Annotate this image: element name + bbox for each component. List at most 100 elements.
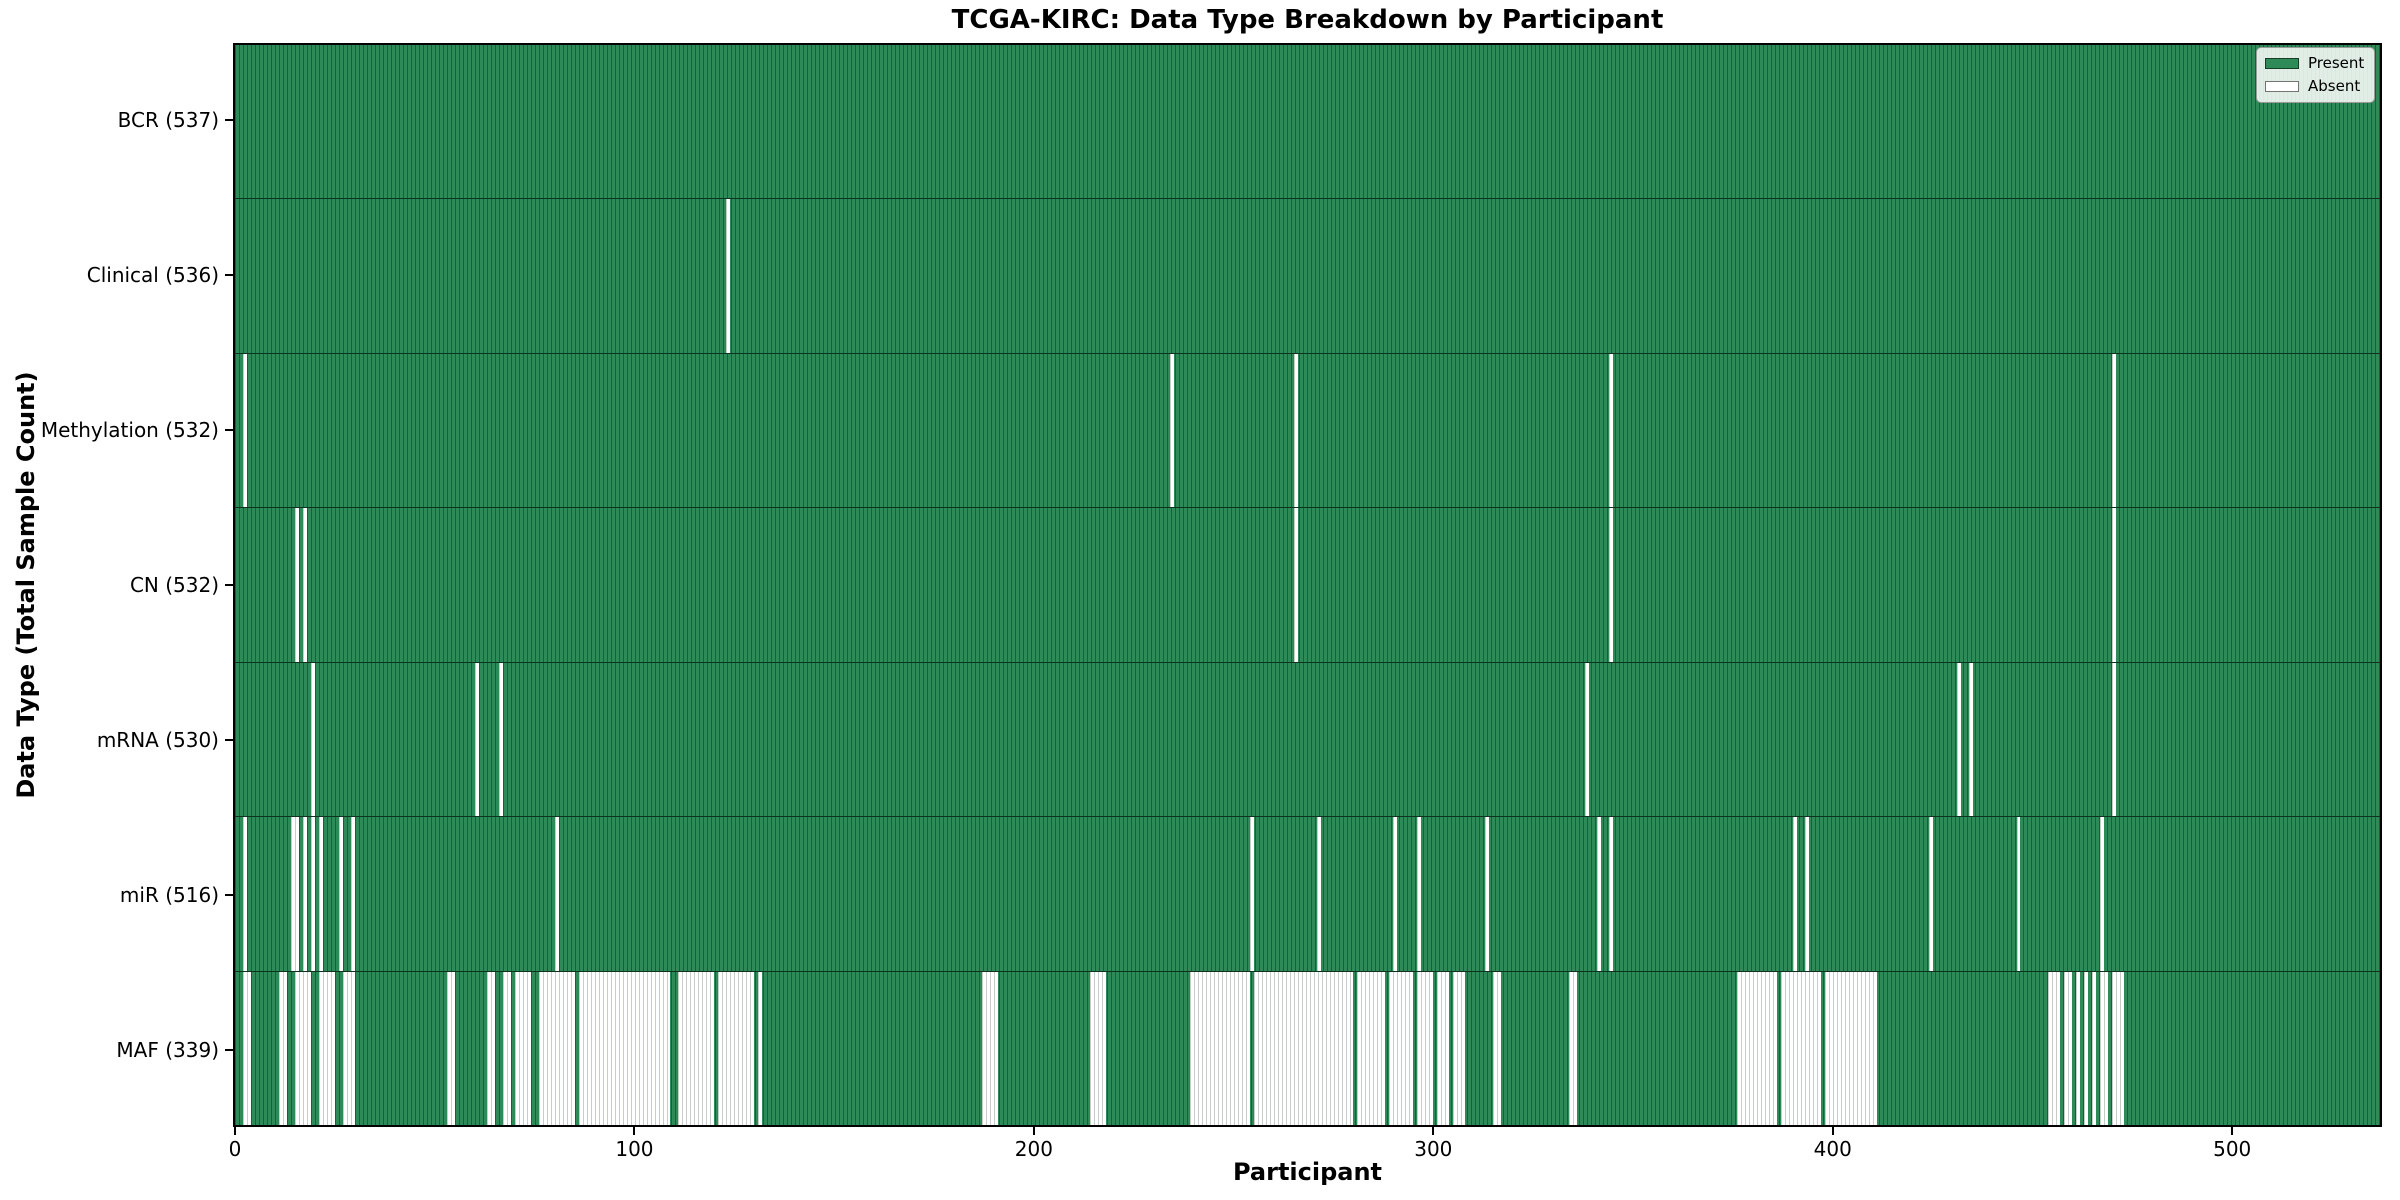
row-MAF bbox=[235, 971, 2380, 1125]
x-tick-mark bbox=[1432, 1127, 1435, 1135]
row-BCR bbox=[235, 45, 2380, 200]
absent-stripe bbox=[1968, 662, 1973, 817]
absent-stripe bbox=[486, 971, 495, 1125]
absent-stripe bbox=[1597, 817, 1602, 971]
absent-stripe bbox=[2100, 971, 2109, 1125]
absent-stripe bbox=[1956, 662, 1961, 817]
y-tick-mark bbox=[225, 1048, 233, 1051]
y-tick-mark bbox=[225, 893, 233, 896]
absent-stripe bbox=[302, 508, 307, 662]
absent-stripe bbox=[1609, 353, 1614, 508]
absent-stripe bbox=[2016, 817, 2021, 971]
y-tick-mark bbox=[225, 738, 233, 741]
row-mRNA bbox=[235, 662, 2380, 818]
absent-stripe bbox=[1089, 971, 1106, 1125]
x-tick-mark bbox=[1831, 1127, 1834, 1135]
y-axis-label: Data Type (Total Sample Count) bbox=[12, 371, 40, 799]
absent-stripe bbox=[981, 971, 998, 1125]
legend: Present Absent bbox=[2256, 47, 2376, 103]
absent-stripe bbox=[2100, 817, 2105, 971]
absent-stripe bbox=[718, 971, 755, 1125]
row-Clinical bbox=[235, 199, 2380, 354]
absent-stripe bbox=[1493, 971, 1502, 1125]
absent-stripe bbox=[1253, 971, 1354, 1125]
x-tick-mark bbox=[2231, 1127, 2234, 1135]
absent-stripe bbox=[1293, 508, 1298, 662]
absent-stripe bbox=[318, 817, 323, 971]
absent-stripe bbox=[446, 971, 455, 1125]
legend-entry-absent: Absent bbox=[2265, 76, 2364, 97]
absent-stripe bbox=[2092, 971, 2097, 1125]
absent-stripe bbox=[242, 353, 247, 508]
absent-stripe bbox=[1169, 353, 1174, 508]
absent-stripe bbox=[1389, 971, 1414, 1125]
legend-entry-present: Present bbox=[2265, 53, 2364, 74]
absent-stripe bbox=[1189, 971, 1250, 1125]
x-tick-mark bbox=[234, 1127, 236, 1135]
chart-title: TCGA-KIRC: Data Type Breakdown by Partic… bbox=[951, 5, 1664, 35]
absent-stripe bbox=[1417, 817, 1422, 971]
absent-stripe bbox=[2112, 353, 2117, 508]
absent-stripe bbox=[1609, 508, 1614, 662]
row-Methylation bbox=[235, 353, 2380, 509]
y-tick-label-miR: miR (516) bbox=[119, 882, 219, 907]
absent-stripe bbox=[302, 817, 307, 971]
y-tick-mark bbox=[225, 584, 233, 586]
present-swatch-icon bbox=[2265, 58, 2299, 69]
plot-area bbox=[233, 43, 2382, 1127]
x-tick-mark bbox=[1032, 1127, 1035, 1135]
x-axis-label: Participant bbox=[1232, 1158, 1383, 1186]
absent-stripe bbox=[2112, 508, 2117, 662]
absent-stripe bbox=[242, 971, 251, 1125]
absent-stripe bbox=[1453, 971, 1466, 1125]
absent-stripe bbox=[338, 817, 343, 971]
absent-stripe bbox=[1485, 817, 1490, 971]
absent-stripe bbox=[678, 971, 715, 1125]
x-tick-mark bbox=[633, 1127, 636, 1135]
absent-stripe bbox=[514, 971, 531, 1125]
absent-stripe bbox=[2064, 971, 2073, 1125]
absent-stripe bbox=[2112, 662, 2117, 817]
absent-stripe bbox=[758, 971, 763, 1125]
y-tick-mark bbox=[225, 119, 233, 122]
absent-stripe bbox=[310, 817, 315, 971]
legend-present-label: Present bbox=[2308, 54, 2365, 72]
absent-stripe bbox=[1437, 971, 1450, 1125]
absent-stripe bbox=[2048, 971, 2061, 1125]
y-tick-mark bbox=[225, 274, 233, 277]
absent-stripe bbox=[2076, 971, 2081, 1125]
absent-stripe bbox=[1792, 817, 1797, 971]
row-CN bbox=[235, 508, 2380, 663]
absent-stripe bbox=[310, 662, 315, 817]
absent-stripe bbox=[1357, 971, 1386, 1125]
absent-stripe bbox=[498, 662, 503, 817]
absent-stripe bbox=[1317, 817, 1322, 971]
absent-stripe bbox=[1293, 353, 1298, 508]
absent-stripe bbox=[1585, 662, 1590, 817]
absent-stripe bbox=[2112, 971, 2125, 1125]
absent-stripe bbox=[578, 971, 671, 1125]
absent-stripe bbox=[350, 817, 355, 971]
y-tick-mark bbox=[225, 429, 233, 432]
absent-stripe bbox=[554, 817, 559, 971]
row-miR bbox=[235, 817, 2380, 972]
absent-stripe bbox=[1804, 817, 1809, 971]
absent-stripe bbox=[1569, 971, 1578, 1125]
y-tick-label-BCR: BCR (537) bbox=[117, 108, 219, 133]
absent-stripe bbox=[1393, 817, 1398, 971]
absent-stripe bbox=[278, 971, 287, 1125]
y-tick-label-MAF: MAF (339) bbox=[116, 1037, 219, 1062]
absent-stripe bbox=[1609, 817, 1614, 971]
absent-stripe bbox=[294, 508, 299, 662]
absent-stripe bbox=[538, 971, 575, 1125]
absent-stripe bbox=[474, 662, 479, 817]
absent-stripe bbox=[2084, 971, 2089, 1125]
absent-stripe bbox=[502, 971, 511, 1125]
absent-stripe bbox=[294, 971, 311, 1125]
legend-absent-label: Absent bbox=[2308, 77, 2361, 95]
absent-stripe bbox=[342, 971, 355, 1125]
absent-swatch-icon bbox=[2265, 81, 2299, 92]
absent-stripe bbox=[726, 199, 731, 353]
absent-stripe bbox=[290, 817, 299, 971]
